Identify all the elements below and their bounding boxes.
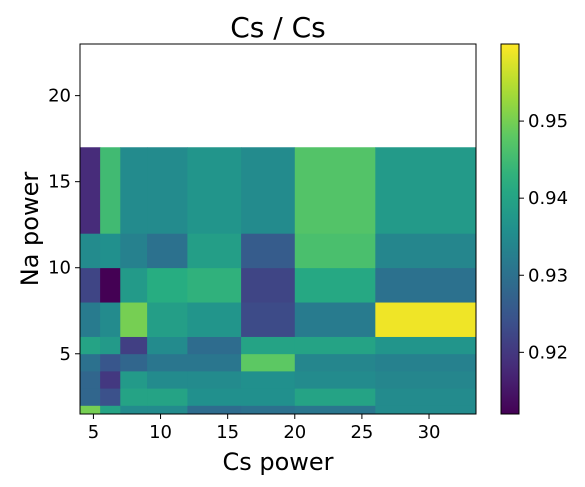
heatmap-cell	[147, 388, 188, 406]
x-tick-label: 10	[149, 422, 172, 443]
heatmap-cell	[375, 233, 477, 269]
x-tick-label: 25	[350, 422, 373, 443]
colorbar-tick-label: 0.92	[528, 342, 568, 363]
x-tick-label: 20	[283, 422, 306, 443]
heatmap-cell	[241, 233, 296, 269]
heatmap-cell	[187, 388, 242, 406]
heatmap-cell	[120, 233, 148, 269]
heatmap-cell	[241, 370, 296, 389]
heatmap-cell	[120, 336, 148, 355]
heatmap-cell	[100, 302, 121, 337]
heatmap-cell	[100, 267, 121, 303]
heatmap-cell	[294, 336, 376, 355]
y-axis: 5 10 15 20	[48, 86, 80, 365]
heatmap-cell	[375, 388, 477, 406]
heatmap-cell	[294, 233, 376, 269]
x-axis: 5 10 15 20 25 30	[88, 414, 441, 443]
heatmap-cell	[120, 370, 148, 389]
heatmap-cell	[187, 353, 242, 372]
y-tick-label: 10	[48, 258, 71, 279]
heatmap-cell	[147, 302, 188, 337]
colorbar-ticks: 0.92 0.93 0.94 0.95	[519, 111, 568, 363]
colorbar-tick-label: 0.95	[528, 111, 568, 132]
heatmap-cell	[241, 388, 296, 406]
y-tick-label: 15	[48, 172, 71, 193]
heatmap-cells	[80, 147, 477, 415]
x-tick-label: 5	[88, 422, 99, 443]
heatmap-cell	[100, 336, 121, 355]
heatmap-cell	[100, 405, 121, 415]
heatmap-cell	[294, 370, 376, 389]
colorbar	[500, 43, 520, 415]
heatmap-cell	[375, 267, 477, 303]
heatmap-cell	[187, 336, 242, 355]
heatmap-cell	[147, 353, 188, 372]
heatmap-cell	[80, 233, 101, 269]
heatmap-cell	[100, 147, 121, 234]
heatmap-cell	[100, 233, 121, 269]
heatmap-cell	[120, 147, 148, 234]
heatmap-cell	[147, 267, 188, 303]
heatmap-cell	[80, 267, 101, 303]
heatmap-cell	[187, 267, 242, 303]
heatmap-cell	[294, 267, 376, 303]
heatmap-cell	[375, 302, 477, 337]
heatmap-cell	[80, 302, 101, 337]
x-tick-label: 30	[418, 422, 441, 443]
heatmap-cell	[100, 370, 121, 389]
heatmap-cell	[294, 147, 376, 234]
heatmap-cell	[147, 405, 188, 415]
heatmap-cell	[375, 336, 477, 355]
heatmap-cell	[241, 267, 296, 303]
heatmap-cell	[120, 405, 148, 415]
heatmap-cell	[294, 353, 376, 372]
heatmap-cell	[187, 302, 242, 337]
heatmap-cell	[241, 405, 296, 415]
heatmap-cell	[187, 233, 242, 269]
heatmap-cell	[375, 370, 477, 389]
heatmap-cell	[80, 147, 101, 234]
heatmap-cell	[120, 388, 148, 406]
heatmap-cell	[241, 147, 296, 234]
heatmap-cell	[294, 302, 376, 337]
y-tick-label: 5	[60, 344, 71, 365]
heatmap-cell	[294, 388, 376, 406]
heatmap-cell	[147, 233, 188, 269]
heatmap-cell	[80, 370, 101, 389]
heatmap-cell	[375, 353, 477, 372]
heatmap-cell	[80, 336, 101, 355]
heatmap-cell	[147, 370, 188, 389]
heatmap-cell	[294, 405, 376, 415]
heatmap-cell	[187, 370, 242, 389]
heatmap-cell	[120, 267, 148, 303]
heatmap-cell	[100, 388, 121, 406]
x-axis-label: Cs power	[222, 448, 333, 476]
heatmap-cell	[120, 302, 148, 337]
y-axis-label: Na power	[16, 172, 44, 287]
heatmap-cell	[241, 353, 296, 372]
colorbar-tick-label: 0.94	[528, 188, 568, 209]
heatmap-cell	[100, 353, 121, 372]
colorbar-tick-label: 0.93	[528, 265, 568, 286]
heatmap-cell	[187, 147, 242, 234]
heatmap-cell	[375, 405, 477, 415]
heatmap-cell	[80, 388, 101, 406]
heatmap-cell	[80, 405, 101, 415]
chart-title: Cs / Cs	[230, 11, 326, 44]
heatmap-cell	[187, 405, 242, 415]
y-tick-label: 20	[48, 86, 71, 107]
heatmap-cell	[241, 302, 296, 337]
plot-frame	[79, 43, 477, 415]
heatmap-cell	[241, 336, 296, 355]
heatmap-cell	[120, 353, 148, 372]
x-tick-label: 15	[216, 422, 239, 443]
heatmap-cell	[147, 336, 188, 355]
heatmap-cell	[80, 353, 101, 372]
heatmap-cell	[147, 147, 188, 234]
heatmap-cell	[375, 147, 477, 234]
